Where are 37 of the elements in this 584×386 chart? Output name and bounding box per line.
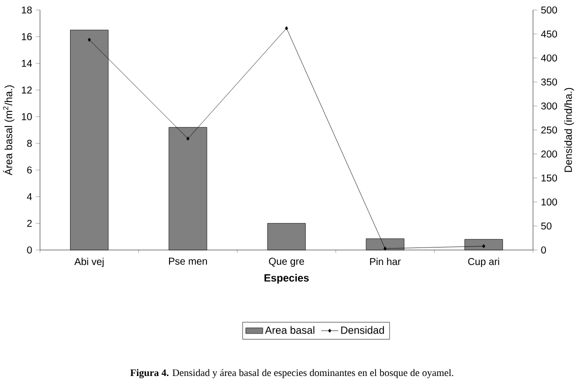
y-tick-label: 18 bbox=[22, 6, 32, 14]
y2-tick-label: 350 bbox=[541, 78, 558, 86]
y-tick-label: 14 bbox=[22, 60, 32, 67]
y2-tick-label: 50 bbox=[541, 222, 552, 230]
y-tick-label: 10 bbox=[22, 113, 32, 120]
y-tick-label: 2 bbox=[27, 220, 32, 227]
y-tick-label: 8 bbox=[27, 140, 32, 147]
text: Figura 4. Densidad y área basal de especies dominantes en el bosque de oyamel. bbox=[130, 369, 454, 378]
x-tick-label: Pin har bbox=[370, 258, 401, 266]
point bbox=[284, 26, 288, 30]
y2-tick-label: 500 bbox=[541, 6, 558, 14]
point bbox=[88, 38, 91, 42]
x-tick-label: Que gre bbox=[268, 258, 304, 267]
y-tick-label: 16 bbox=[22, 33, 32, 40]
x-tick-label: Pse men bbox=[169, 258, 207, 265]
x-tick-label: Abi vej bbox=[74, 258, 104, 268]
y-axis-title: Área basal (m$^{2}$/ha.) bbox=[3, 85, 14, 176]
y2-tick-label: 150 bbox=[542, 174, 558, 182]
x-tick-label: Cup ari bbox=[468, 258, 500, 268]
y-tick-label: 6 bbox=[27, 166, 32, 174]
y-tick-label: 4 bbox=[26, 193, 32, 200]
y-tick-label: 12 bbox=[22, 86, 32, 94]
y2-tick-label: 450 bbox=[541, 30, 558, 38]
y2-tick-label: 400 bbox=[541, 54, 558, 62]
y2-tick-label: 200 bbox=[541, 150, 558, 158]
y2-tick-label: 250 bbox=[541, 126, 558, 134]
y2-axis-title: Densidad (ind/ha.) bbox=[564, 88, 574, 172]
y2-tick-label: 100 bbox=[542, 198, 558, 206]
y-tick-label: 0 bbox=[27, 246, 32, 254]
point bbox=[186, 136, 190, 141]
legend-label: Area basal bbox=[265, 326, 314, 334]
x-axis-title: Especies bbox=[264, 274, 309, 284]
y2-tick-label: 300 bbox=[541, 102, 558, 110]
legend-label: Densidad bbox=[341, 326, 384, 334]
point bbox=[384, 246, 387, 251]
point bbox=[482, 244, 486, 248]
y2-tick-label: 0 bbox=[541, 246, 546, 254]
